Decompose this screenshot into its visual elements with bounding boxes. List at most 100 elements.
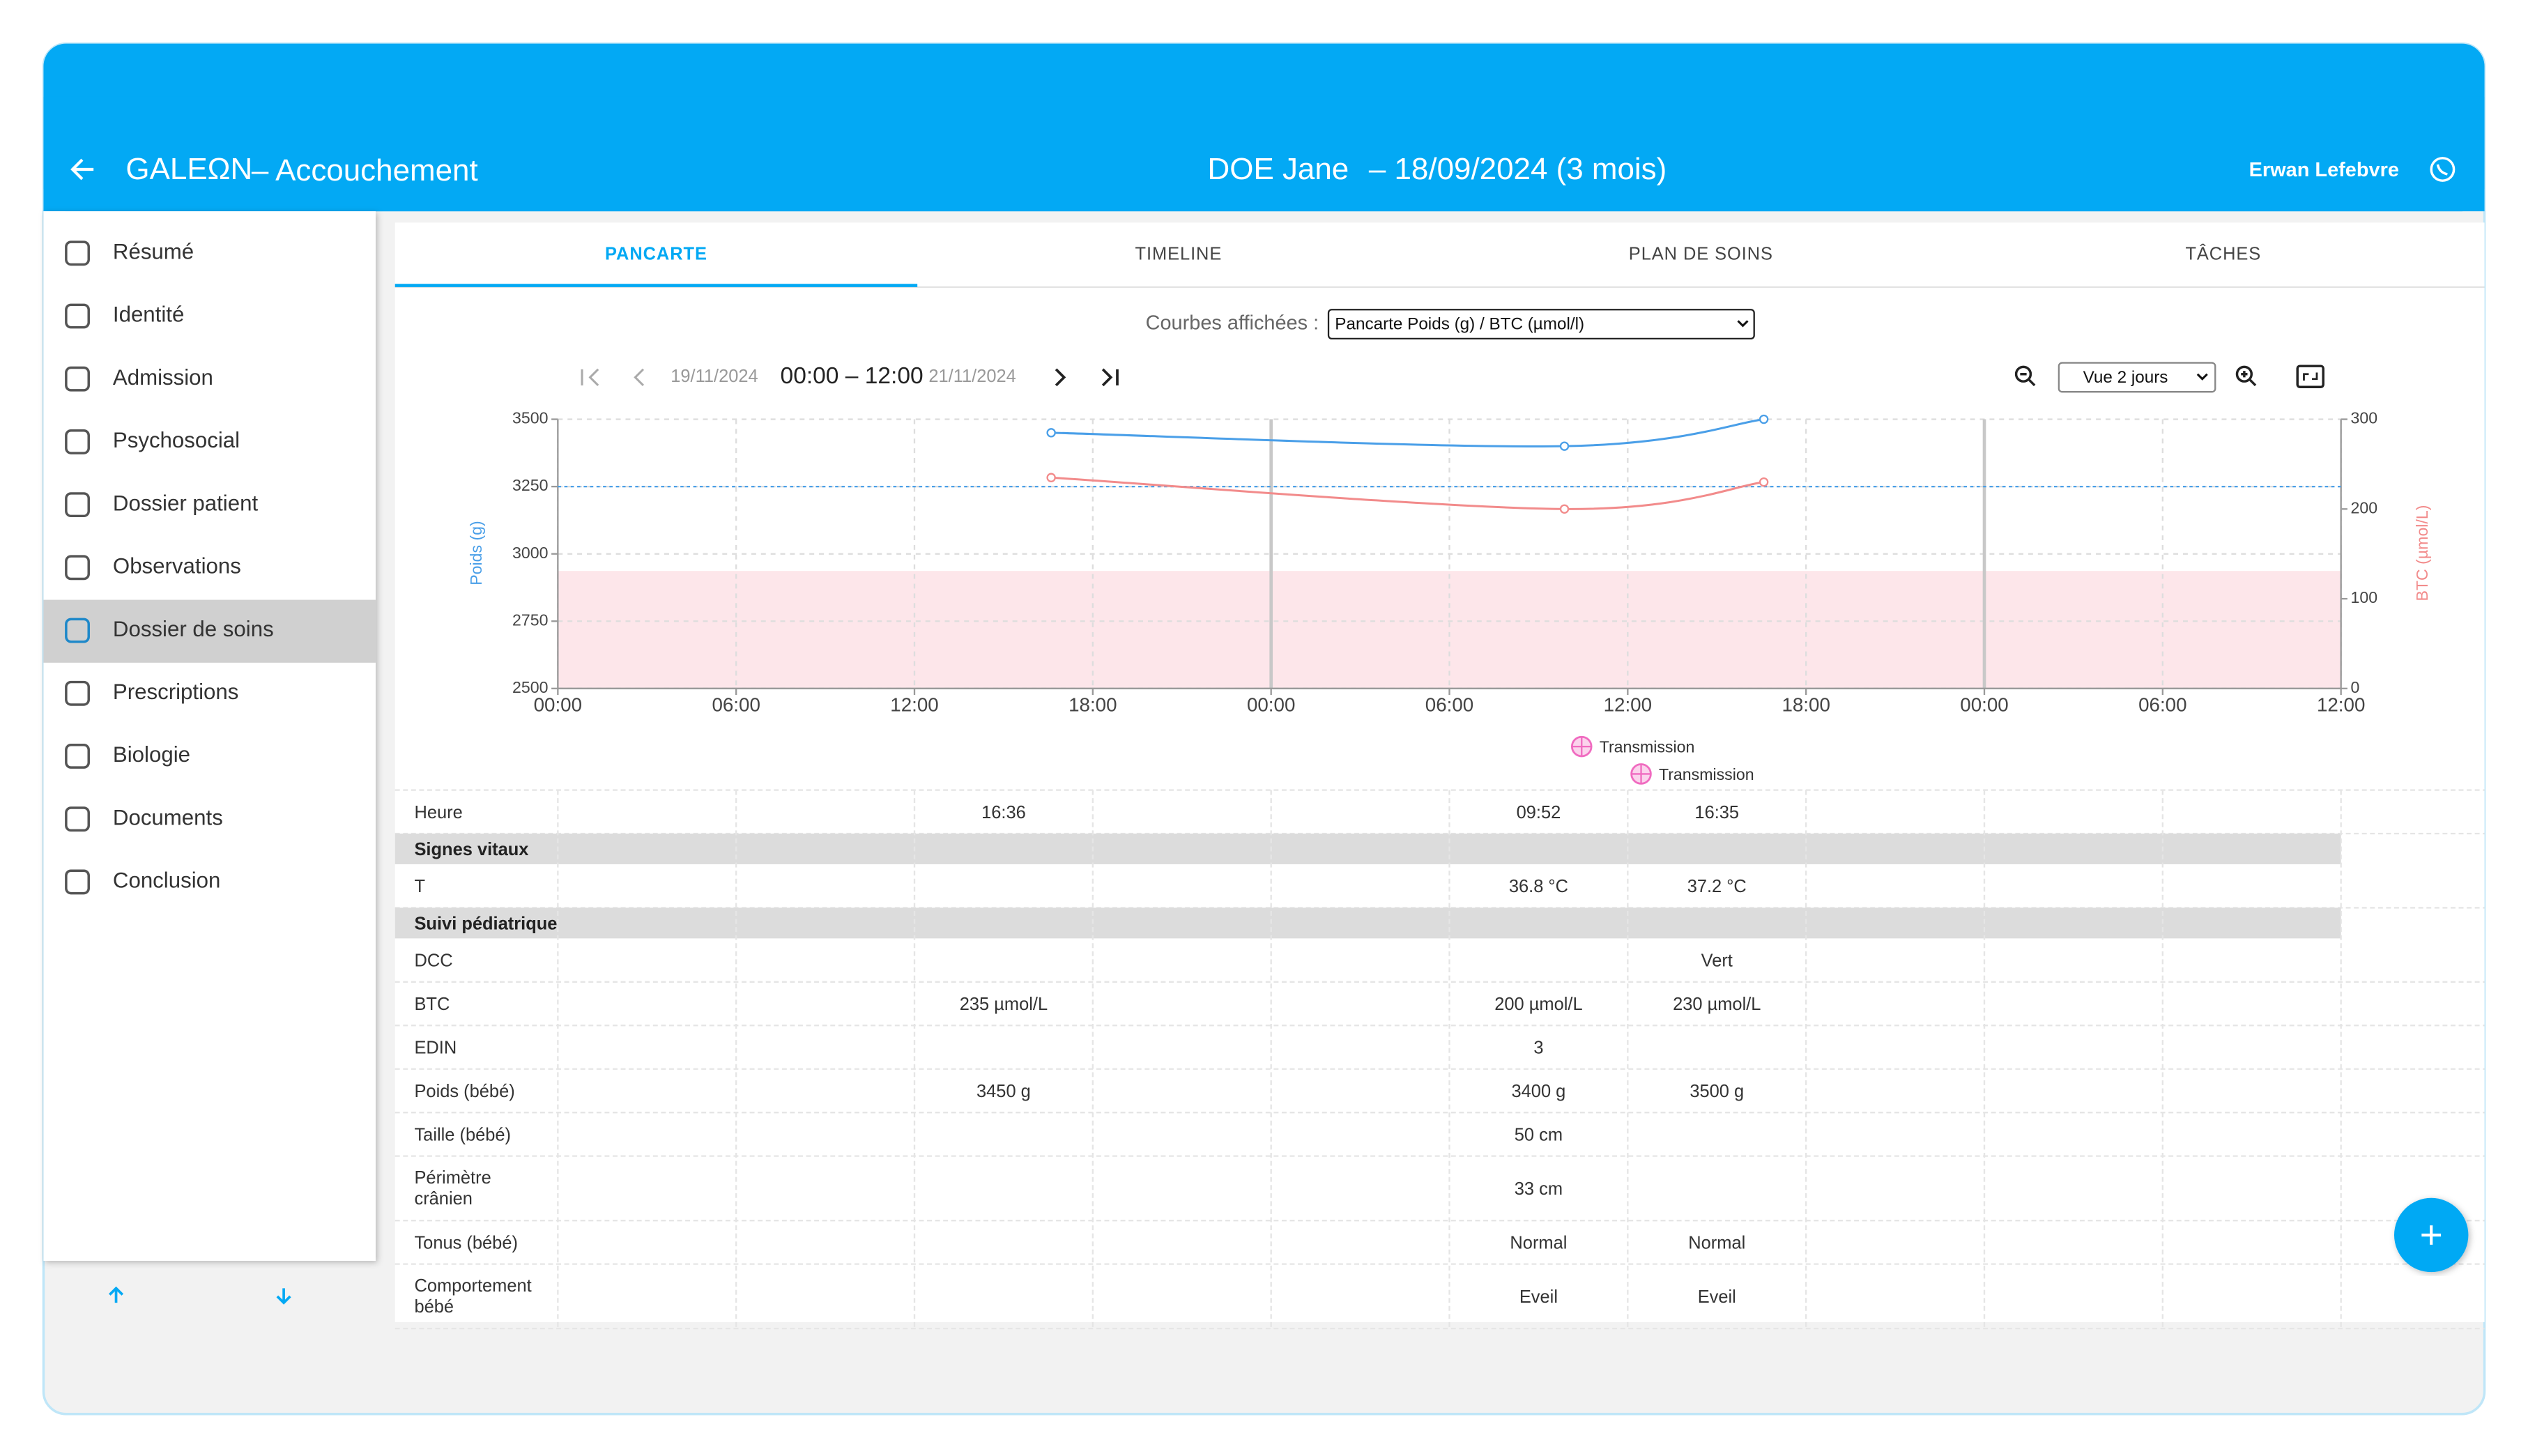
x-tick-label: 00:00: [1247, 694, 1295, 716]
x-tick-label: 00:00: [534, 694, 582, 716]
main-panel: [394, 222, 2485, 1322]
row-label: DCC: [414, 951, 452, 971]
cell: Normal: [1688, 1233, 1745, 1252]
cell: 36.8 °C: [1509, 877, 1568, 896]
series-line: [1051, 476, 1764, 510]
sidebar-selected: [43, 599, 376, 663]
sidebar-item[interactable]: Psychosocial: [113, 428, 240, 452]
range-end: 21/11/2024: [928, 367, 1016, 386]
nav-prev[interactable]: [634, 368, 645, 387]
event-marker[interactable]: [1630, 763, 1652, 785]
scroll-down[interactable]: [276, 1288, 291, 1305]
shaded-band: [558, 571, 2341, 689]
nav-last[interactable]: [1101, 368, 1119, 387]
event-cross: [1631, 764, 1651, 784]
y-tick-label: 3500: [512, 409, 548, 427]
scroll-up[interactable]: [108, 1286, 124, 1303]
sidebar-item[interactable]: Dossier de soins: [113, 617, 274, 641]
curves-label: Courbes affichées :: [1146, 312, 1319, 335]
cell: 16:36: [981, 803, 1026, 822]
select-chevron: [1737, 320, 1749, 328]
row-label: Comportement bébé: [414, 1276, 531, 1317]
row-label: T: [414, 877, 425, 896]
section-label: Signes vitaux: [414, 840, 528, 859]
sidebar-item[interactable]: Admission: [113, 365, 213, 390]
fullscreen[interactable]: [2296, 365, 2324, 389]
x-tick-label: 12:00: [1604, 694, 1652, 716]
header-fill: [43, 96, 2485, 212]
zoom-out[interactable]: [2014, 365, 2036, 387]
sidebar-item[interactable]: Biologie: [113, 742, 190, 767]
x-tick-label: 18:00: [1068, 694, 1117, 716]
cell: 230 µmol/L: [1673, 995, 1761, 1014]
cell: 33 cm: [1515, 1179, 1563, 1199]
cell: 50 cm: [1515, 1125, 1563, 1144]
y2-tick-label: 300: [2351, 409, 2378, 427]
cell: 235 µmol/L: [960, 995, 1048, 1014]
y2-tick-label: 0: [2351, 678, 2360, 696]
x-tick-label: 18:00: [1782, 694, 1830, 716]
sidebar-item[interactable]: Prescriptions: [113, 680, 238, 704]
cell: 16:35: [1694, 803, 1739, 822]
cell: Vert: [1701, 951, 1733, 971]
sidebar-item[interactable]: Conclusion: [113, 868, 220, 893]
view-select[interactable]: [2058, 362, 2216, 393]
data-point: [1759, 477, 1769, 487]
y2-axis-label: BTC (µmol/L): [2413, 505, 2431, 601]
sidebar-item[interactable]: Documents: [113, 805, 223, 829]
sidebar-icon: [65, 240, 90, 266]
curves-select-text: Pancarte Poids (g) / BTC (µmol/l): [1335, 315, 1584, 334]
section-row: [394, 907, 2341, 939]
y-axis-label: Poids (g): [467, 521, 485, 585]
row-label: Périmètre crânien: [414, 1168, 491, 1209]
y-tick-label: 3000: [512, 544, 548, 562]
cell: 3500 g: [1690, 1082, 1744, 1101]
zoom-in[interactable]: [2235, 365, 2257, 387]
sidebar-items: Résumé Identité Admission Psychosocial Dossi…: [43, 240, 376, 895]
tab[interactable]: PANCARTE: [605, 244, 707, 263]
sidebar-icon: [65, 366, 90, 392]
row-label: BTC: [414, 995, 450, 1014]
x-tick-label: 06:00: [712, 694, 760, 716]
data-point: [1559, 441, 1570, 451]
cell: 3450 g: [976, 1082, 1031, 1101]
tabs: PANCARTE TIMELINE PLAN DE SOINS TÂCHES: [394, 243, 2261, 287]
sidebar-item[interactable]: Dossier patient: [113, 491, 259, 515]
curves-select[interactable]: [1327, 309, 1755, 340]
sidebar-item[interactable]: Identité: [113, 302, 184, 327]
sidebar-icon: [65, 303, 90, 329]
data-point: [1559, 504, 1570, 514]
nav-first[interactable]: [581, 368, 599, 387]
nav-next[interactable]: [1055, 368, 1066, 387]
y2-tick-label: 200: [2351, 498, 2378, 516]
sidebar-item[interactable]: Observations: [113, 554, 241, 578]
user-name[interactable]: Erwan Lefebvre: [2249, 159, 2399, 181]
row-label: Poids (bébé): [414, 1082, 514, 1101]
cell: 3400 g: [1512, 1082, 1566, 1101]
tab[interactable]: PLAN DE SOINS: [1629, 244, 1773, 263]
sidebar-icon: [65, 555, 90, 581]
row-label: Taille (bébé): [414, 1125, 511, 1144]
sidebar-icon: [65, 618, 90, 643]
event-marker[interactable]: [1570, 735, 1593, 758]
sidebar-item[interactable]: Résumé: [113, 240, 194, 264]
patient-info: – 18/09/2024 (3 mois): [1369, 152, 1667, 186]
section-label: Suivi pédiatrique: [414, 914, 557, 933]
series-line: [1051, 418, 1764, 448]
cell: Eveil: [1519, 1287, 1558, 1307]
back-button[interactable]: [70, 158, 94, 181]
cell: 37.2 °C: [1687, 877, 1747, 896]
sidebar-icon: [65, 744, 90, 769]
phone-icon[interactable]: [2430, 157, 2456, 182]
view-select-text: Vue 2 jours: [2083, 368, 2168, 387]
row-label: Heure: [414, 803, 462, 822]
tab[interactable]: TÂCHES: [2185, 243, 2261, 263]
y2-tick-label: 100: [2351, 588, 2378, 606]
tab[interactable]: TIMELINE: [1135, 244, 1223, 263]
add-button[interactable]: [2394, 1197, 2469, 1273]
event-cross: [1572, 737, 1592, 756]
cell: 200 µmol/L: [1494, 995, 1582, 1014]
sidebar-icon: [65, 429, 90, 454]
